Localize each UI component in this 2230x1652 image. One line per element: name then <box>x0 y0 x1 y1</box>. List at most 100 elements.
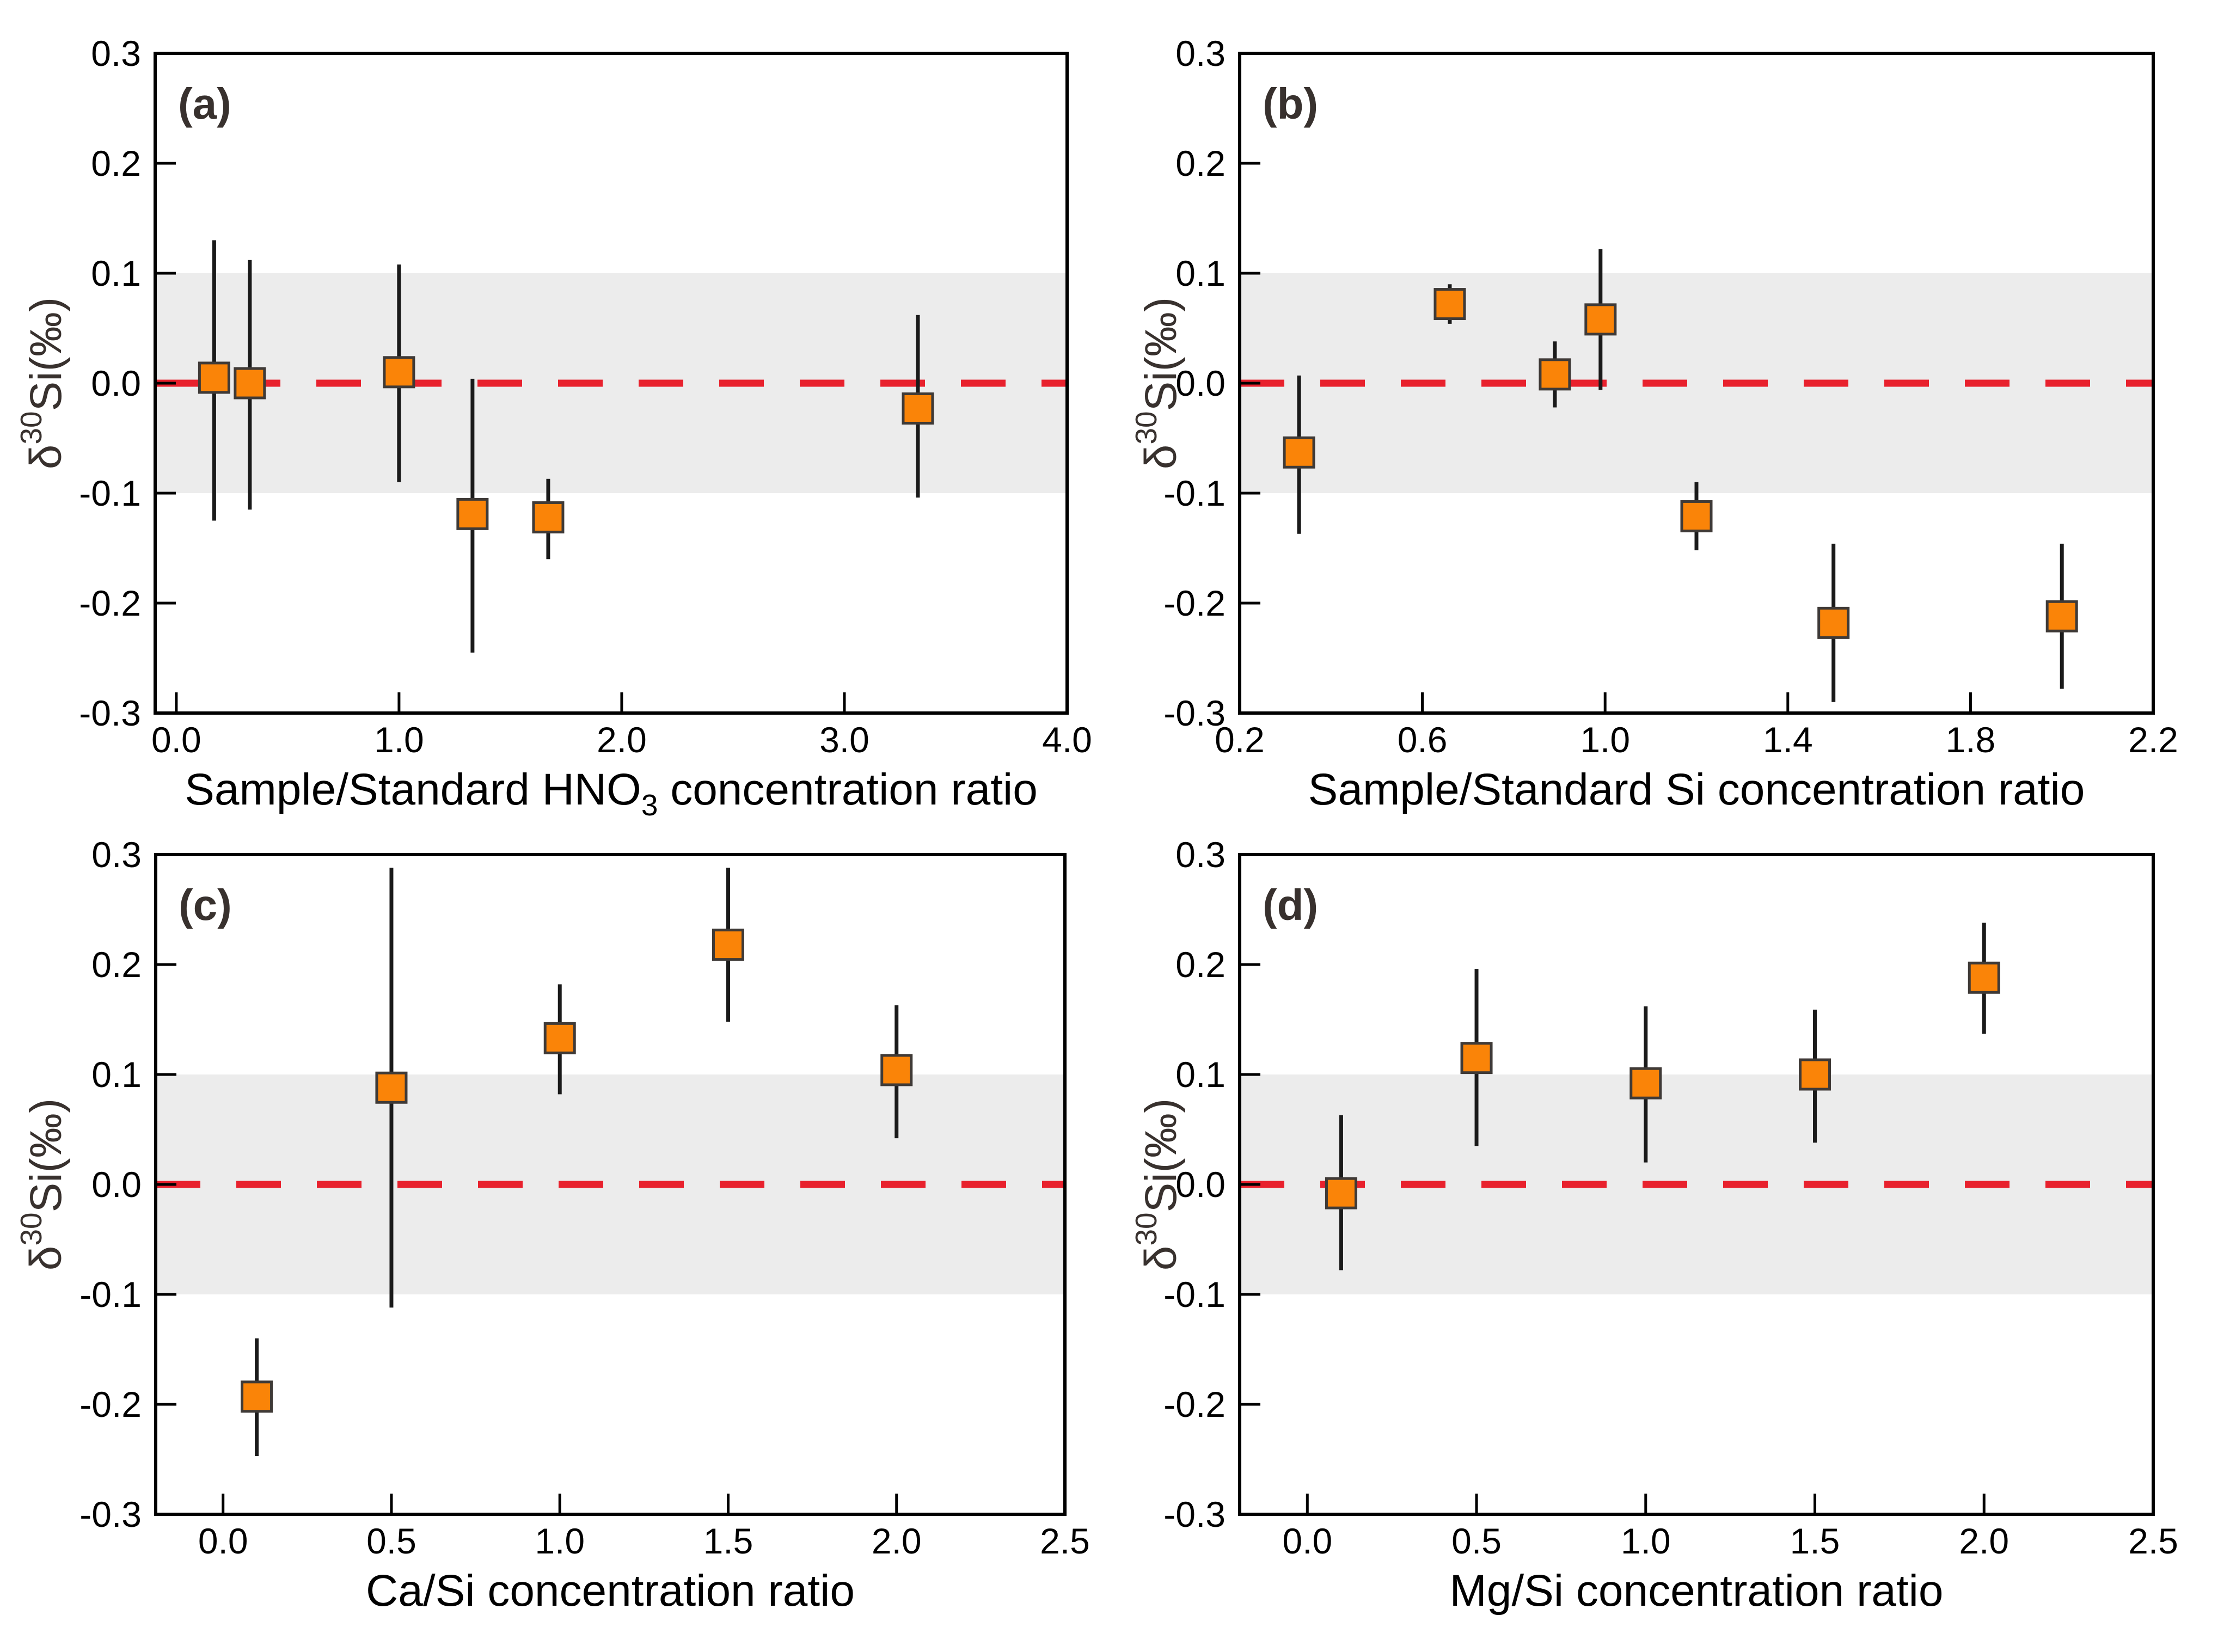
panel-c-chart: 0.0 0.5 1.0 1.5 2.0 2.5 0.3 0.2 0.1 0.0 -0.1 -0.2 -0… <box>14 834 1090 1616</box>
text-segment: concentration ratio <box>658 765 1037 814</box>
data-point-marker <box>1817 606 1850 639</box>
y-tick-label: -0.1 <box>1163 473 1226 513</box>
tolerance-band <box>1240 273 2153 493</box>
x-tick-label: 1.0 <box>1580 720 1630 760</box>
y-tick-label: 0.0 <box>91 1164 142 1205</box>
data-point-marker <box>1584 303 1617 336</box>
x-tick-label: 0.0 <box>1282 1521 1332 1561</box>
x-tick-label: 2.0 <box>872 1521 922 1561</box>
x-tick-label: 0.0 <box>151 720 201 760</box>
x-axis-title: Sample/Standard HNO3 concentration ratio <box>185 765 1038 822</box>
y-axis-title: δ30Si(‰) <box>14 297 71 469</box>
y-tick-label: -0.3 <box>1163 693 1226 733</box>
x-tick-label: 1.4 <box>1763 720 1813 760</box>
text-segment: δ <box>21 1246 71 1271</box>
tolerance-band <box>156 1074 1065 1294</box>
data-point-marker <box>880 1054 913 1086</box>
panel-label: (c) <box>179 881 232 929</box>
data-point-marker <box>1629 1067 1662 1100</box>
y-tick-label: 0.3 <box>1175 33 1226 73</box>
data-point-marker <box>902 392 934 425</box>
y-tick-label: 0.2 <box>1175 143 1226 183</box>
y-tick-label: 0.0 <box>91 363 141 403</box>
x-tick-label: 2.2 <box>2128 720 2178 760</box>
x-tick-label: 2.0 <box>597 720 647 760</box>
data-point-marker <box>1460 1042 1493 1074</box>
y-tick-label: 0.3 <box>91 834 142 875</box>
text-segment: 3 <box>641 788 658 822</box>
data-point-marker <box>712 929 744 961</box>
panel-label: (a) <box>178 79 231 128</box>
text-segment: Mg/Si concentration ratio <box>1449 1566 1943 1616</box>
text-segment: Sample/Standard Si concentration ratio <box>1308 765 2085 814</box>
x-tick-label: 0.6 <box>1398 720 1448 760</box>
y-tick-label: -0.3 <box>1163 1494 1226 1534</box>
y-tick-label: 0.0 <box>1175 1164 1226 1205</box>
data-point-marker <box>2045 600 2078 632</box>
y-tick-label: -0.2 <box>1163 583 1226 623</box>
y-tick-label: 0.2 <box>91 143 141 183</box>
x-axis-title: Ca/Si concentration ratio <box>366 1566 855 1616</box>
text-segment: Si(‰) <box>1136 1098 1186 1213</box>
data-point-marker <box>1283 436 1315 469</box>
text-segment: Si(‰) <box>21 297 71 412</box>
data-point-marker <box>456 498 489 530</box>
data-point-marker <box>1680 500 1713 532</box>
data-point-marker <box>532 501 565 533</box>
x-axis-title: Sample/Standard Si concentration ratio <box>1308 765 2085 814</box>
y-tick-label: 0.1 <box>1175 1054 1226 1095</box>
x-tick-label: 1.5 <box>1790 1521 1840 1561</box>
x-tick-label: 1.0 <box>374 720 424 760</box>
x-tick-label: 3.0 <box>819 720 869 760</box>
x-tick-label: 1.5 <box>703 1521 753 1561</box>
data-point-marker <box>234 367 266 400</box>
text-segment: Sample/Standard HNO <box>185 765 641 814</box>
y-tick-label: -0.3 <box>79 1494 142 1534</box>
text-segment: 30 <box>14 1212 48 1245</box>
text-segment: δ <box>1136 1246 1186 1271</box>
tolerance-band <box>155 273 1067 493</box>
y-tick-label: 0.3 <box>1175 834 1226 875</box>
x-tick-label: 1.0 <box>1621 1521 1671 1561</box>
x-tick-label: 2.5 <box>2128 1521 2178 1561</box>
text-segment: 30 <box>1129 411 1163 444</box>
panel-label: (d) <box>1263 881 1318 929</box>
y-axis-title: δ30Si(‰) <box>1129 1098 1186 1270</box>
panel-a-chart: 0.0 1.0 2.0 3.0 4.0 0.3 0.2 0.1 0.0 -0.1 -0.2 -0.3 (… <box>14 33 1092 822</box>
text-segment: Si(‰) <box>21 1098 71 1213</box>
data-point-marker <box>1433 288 1466 321</box>
text-segment: δ <box>1136 445 1186 470</box>
y-tick-label: 0.3 <box>91 33 141 73</box>
y-tick-label: -0.2 <box>79 1384 142 1424</box>
y-tick-label: 0.2 <box>91 944 142 985</box>
data-point-marker <box>383 356 415 389</box>
y-tick-label: -0.1 <box>79 473 141 513</box>
x-tick-label: 0.5 <box>366 1521 416 1561</box>
data-point-marker <box>1799 1058 1831 1091</box>
y-tick-label: 0.2 <box>1175 944 1226 985</box>
panel-d-chart: 0.0 0.5 1.0 1.5 2.0 2.5 0.3 0.2 0.1 0.0 -0.1 -0.2 -0… <box>1129 834 2178 1616</box>
y-tick-label: -0.1 <box>79 1274 142 1315</box>
x-axis-title: Mg/Si concentration ratio <box>1449 1566 1943 1616</box>
data-point-marker <box>375 1071 408 1104</box>
y-axis-title: δ30Si(‰) <box>14 1098 71 1270</box>
x-tick-label: 0.0 <box>198 1521 248 1561</box>
y-tick-label: -0.3 <box>79 693 141 733</box>
text-segment: Si(‰) <box>1136 297 1186 412</box>
y-tick-label: -0.2 <box>1163 1384 1226 1424</box>
x-tick-label: 4.0 <box>1042 720 1092 760</box>
data-point-marker <box>1325 1177 1357 1209</box>
data-point-marker <box>1539 358 1571 391</box>
data-point-marker <box>543 1022 576 1054</box>
tolerance-band <box>1240 1074 2153 1294</box>
text-segment: 30 <box>1129 1212 1163 1245</box>
panel-b-chart: 0.2 0.6 1.0 1.4 1.8 2.2 0.3 0.2 0.1 0.0 -0.1 -0.2 -0… <box>1129 33 2178 814</box>
x-tick-label: 0.2 <box>1215 720 1265 760</box>
panel-label: (b) <box>1263 79 1318 128</box>
data-point-marker <box>241 1380 273 1413</box>
x-tick-label: 1.0 <box>535 1521 585 1561</box>
x-tick-label: 2.0 <box>1959 1521 2009 1561</box>
x-tick-label: 2.5 <box>1040 1521 1090 1561</box>
text-segment: δ <box>21 445 71 470</box>
